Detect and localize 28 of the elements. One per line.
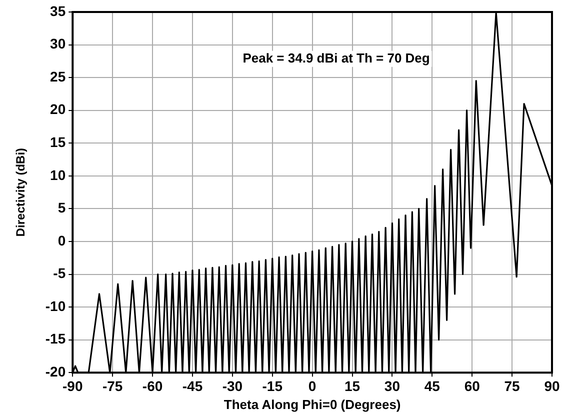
x-tick-label: 30 <box>384 378 400 394</box>
y-tick-label: 5 <box>58 200 66 216</box>
x-tick-label: -60 <box>142 378 163 394</box>
y-tick-label: -5 <box>53 265 66 282</box>
x-tick-label: -15 <box>262 378 283 394</box>
x-tick-label: 90 <box>544 378 560 394</box>
y-tick-label: 0 <box>58 232 66 248</box>
x-axis-title: Theta Along Phi=0 (Degrees) <box>224 396 401 412</box>
y-tick-label: 35 <box>50 2 66 19</box>
y-tick-label: 25 <box>50 68 66 84</box>
y-tick-label: -10 <box>45 298 66 314</box>
x-tick-label: 45 <box>424 378 440 394</box>
y-axis-title: Directivity (dBi) <box>14 148 28 237</box>
x-tick-label: -45 <box>182 378 203 394</box>
y-tick-label: 15 <box>50 134 66 150</box>
y-tick-label: -20 <box>45 363 66 380</box>
x-tick-label: -75 <box>102 378 123 394</box>
x-tick-label: 15 <box>344 378 360 394</box>
annotation: Peak = 34.9 dBi at Th = 70 Deg <box>242 50 430 66</box>
x-tick-label: 75 <box>504 378 520 394</box>
x-tick-label: -30 <box>222 378 243 394</box>
x-tick-label: 0 <box>308 378 316 394</box>
y-tick-label: 30 <box>50 36 66 52</box>
y-tick-label: 10 <box>50 166 66 183</box>
y-tick-label: 20 <box>50 101 66 118</box>
x-tick-label: 60 <box>464 378 480 394</box>
x-tick-label: -90 <box>62 378 83 394</box>
y-tick-label: -15 <box>45 330 66 347</box>
